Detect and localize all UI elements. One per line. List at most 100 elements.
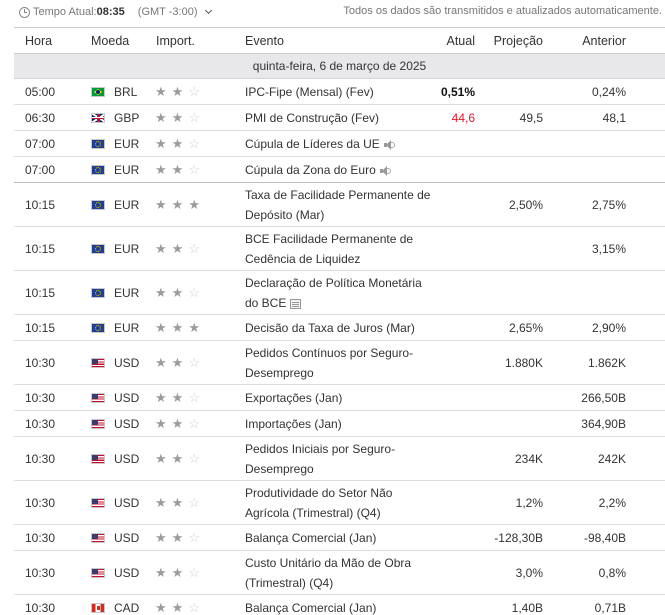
table-row[interactable]: 07:00 EUR ★ ★ ☆ Cúpula da Zona do Euro	[14, 157, 665, 183]
event-name[interactable]: Declaração de Política Monetária do BCE	[245, 273, 435, 313]
event-name[interactable]: Cúpula da Zona do Euro	[245, 160, 435, 180]
eu-flag-icon	[91, 244, 105, 254]
importance-star-icon: ★	[155, 241, 167, 256]
event-name-text[interactable]: Cúpula de Líderes da UE	[245, 137, 380, 151]
table-row[interactable]: 05:00 BRL ★ ★ ☆ IPC-Fipe (Mensal) (Fev) 0,…	[14, 79, 665, 105]
event-name[interactable]: Importações (Jan)	[245, 414, 435, 434]
importance-rating: ★ ★ ☆	[155, 163, 205, 177]
table-row[interactable]: 10:30 CAD ★ ★ ☆ Balança Comercial (Jan) 1,…	[14, 595, 665, 615]
event-currency: EUR	[114, 163, 140, 177]
event-previous: 242K	[597, 452, 626, 466]
event-name[interactable]: Pedidos Contínuos por Seguro-Desemprego	[245, 343, 435, 383]
timezone-label[interactable]: (GMT -3:00)	[137, 6, 198, 18]
table-row[interactable]: 10:30 USD ★ ★ ☆ Produtividade do Setor Não…	[14, 481, 665, 525]
event-currency: EUR	[114, 198, 140, 212]
table-row[interactable]: 07:00 EUR ★ ★ ☆ Cúpula de Líderes da UE	[14, 131, 665, 157]
event-time: 10:30	[25, 356, 56, 370]
event-currency: GBP	[114, 111, 140, 125]
event-name[interactable]: Cúpula de Líderes da UE	[245, 134, 435, 154]
importance-star-icon: ★	[188, 320, 200, 335]
event-name[interactable]: Pedidos Iniciais por Seguro-Desemprego	[245, 439, 435, 479]
event-time: 06:30	[25, 111, 56, 125]
speaker-icon[interactable]	[379, 165, 391, 176]
event-name-text[interactable]: Custo Unitário da Mão de Obra (Trimestra…	[245, 556, 412, 590]
importance-star-icon: ★	[155, 285, 167, 300]
event-previous: 0,24%	[591, 85, 626, 99]
table-row[interactable]: 06:30 GBP ★ ★ ☆ PMI de Construção (Fev) 44…	[14, 105, 665, 131]
auto-update-note: Todos os dados são transmitidos e atuali…	[343, 5, 662, 17]
event-name-text[interactable]: Importações (Jan)	[245, 417, 342, 431]
column-header-importance: Import.	[156, 34, 195, 48]
column-header-forecast: Projeção	[493, 34, 543, 48]
event-name[interactable]: IPC-Fipe (Mensal) (Fev)	[245, 82, 435, 102]
importance-star-icon: ★	[155, 355, 167, 370]
us-flag-icon	[91, 419, 105, 429]
importance-star-icon: ☆	[188, 495, 200, 510]
table-row[interactable]: 10:15 EUR ★ ★ ★ Taxa de Facilidade Permane…	[14, 183, 665, 227]
importance-rating: ★ ★ ☆	[155, 286, 205, 300]
importance-star-icon: ☆	[188, 355, 200, 370]
importance-star-icon: ★	[171, 451, 184, 466]
table-row[interactable]: 10:30 USD ★ ★ ☆ Pedidos Contínuos por Segu…	[14, 341, 665, 385]
importance-star-icon: ★	[171, 495, 184, 510]
event-name[interactable]: Balança Comercial (Jan)	[245, 528, 435, 548]
timezone-selector[interactable]: (GMT -3:00)	[137, 6, 212, 18]
event-name[interactable]: Produtividade do Setor Não Agrícola (Tri…	[245, 483, 435, 523]
importance-rating: ★ ★ ☆	[155, 531, 205, 545]
event-name-text[interactable]: Cúpula da Zona do Euro	[245, 163, 376, 177]
table-row[interactable]: 10:30 USD ★ ★ ☆ Exportações (Jan) 266,50B	[14, 385, 665, 411]
table-row[interactable]: 10:30 USD ★ ★ ☆ Importações (Jan) 364,90B	[14, 411, 665, 437]
event-name-text[interactable]: IPC-Fipe (Mensal) (Fev)	[245, 85, 374, 99]
event-previous: 2,75%	[591, 198, 626, 212]
event-name-text[interactable]: Balança Comercial (Jan)	[245, 601, 377, 615]
event-name-text[interactable]: Declaração de Política Monetária do BCE	[245, 276, 422, 310]
current-time-value: 08:35	[96, 6, 125, 18]
table-row[interactable]: 10:30 USD ★ ★ ☆ Balança Comercial (Jan) -1…	[14, 525, 665, 551]
event-name-text[interactable]: Pedidos Iniciais por Seguro-Desemprego	[245, 442, 396, 476]
event-name-text[interactable]: Pedidos Contínuos por Seguro-Desemprego	[245, 346, 414, 380]
importance-rating: ★ ★ ☆	[155, 85, 205, 99]
event-name[interactable]: BCE Facilidade Permanente de Cedência de…	[245, 229, 435, 269]
event-name-text[interactable]: Taxa de Facilidade Permanente de Depósit…	[245, 188, 431, 222]
event-rows: 05:00 BRL ★ ★ ☆ IPC-Fipe (Mensal) (Fev) 0,…	[14, 79, 665, 615]
column-header-currency: Moeda	[91, 34, 130, 48]
event-name-text[interactable]: Balança Comercial (Jan)	[245, 531, 377, 545]
table-row[interactable]: 10:30 USD ★ ★ ☆ Custo Unitário da Mão de O…	[14, 551, 665, 595]
event-currency: EUR	[114, 321, 140, 335]
event-name-text[interactable]: Exportações (Jan)	[245, 391, 343, 405]
importance-star-icon: ★	[155, 84, 167, 99]
us-flag-icon	[91, 498, 105, 508]
event-name-text[interactable]: BCE Facilidade Permanente de Cedência de…	[245, 232, 414, 266]
event-forecast: 2,50%	[508, 198, 543, 212]
event-forecast: 3,0%	[515, 566, 543, 580]
event-previous: 3,15%	[591, 242, 626, 256]
event-name[interactable]: Taxa de Facilidade Permanente de Depósit…	[245, 185, 435, 225]
event-name[interactable]: Custo Unitário da Mão de Obra (Trimestra…	[245, 553, 435, 593]
event-name[interactable]: Exportações (Jan)	[245, 388, 435, 408]
event-name-text[interactable]: Produtividade do Setor Não Agrícola (Tri…	[245, 486, 393, 520]
event-currency: USD	[114, 452, 140, 466]
speaker-icon[interactable]	[383, 139, 395, 150]
event-currency: USD	[114, 417, 140, 431]
event-name-text[interactable]: Decisão da Taxa de Juros (Mar)	[245, 321, 415, 335]
importance-star-icon: ★	[155, 416, 167, 431]
document-icon[interactable]	[290, 298, 302, 309]
importance-star-icon: ☆	[188, 530, 200, 545]
event-name[interactable]: Balança Comercial (Jan)	[245, 598, 435, 615]
event-name[interactable]: PMI de Construção (Fev)	[245, 108, 435, 128]
eu-flag-icon	[91, 139, 105, 149]
table-row[interactable]: 10:30 USD ★ ★ ☆ Pedidos Iniciais por Segur…	[14, 437, 665, 481]
event-name-text[interactable]: PMI de Construção (Fev)	[245, 111, 380, 125]
event-name[interactable]: Decisão da Taxa de Juros (Mar)	[245, 318, 435, 338]
table-row[interactable]: 10:15 EUR ★ ★ ☆ Declaração de Política Mon…	[14, 271, 665, 315]
column-header-previous: Anterior	[582, 34, 626, 48]
chevron-down-icon[interactable]	[204, 6, 212, 15]
importance-star-icon: ★	[171, 320, 184, 335]
table-row[interactable]: 10:15 EUR ★ ★ ☆ BCE Facilidade Permanente …	[14, 227, 665, 271]
canada-flag-icon	[91, 603, 105, 613]
event-previous: 0,8%	[598, 566, 626, 580]
importance-rating: ★ ★ ☆	[155, 601, 205, 615]
importance-star-icon: ★	[155, 451, 167, 466]
table-row[interactable]: 10:15 EUR ★ ★ ★ Decisão da Taxa de Juros (…	[14, 315, 665, 341]
event-previous: 2,90%	[591, 321, 626, 335]
